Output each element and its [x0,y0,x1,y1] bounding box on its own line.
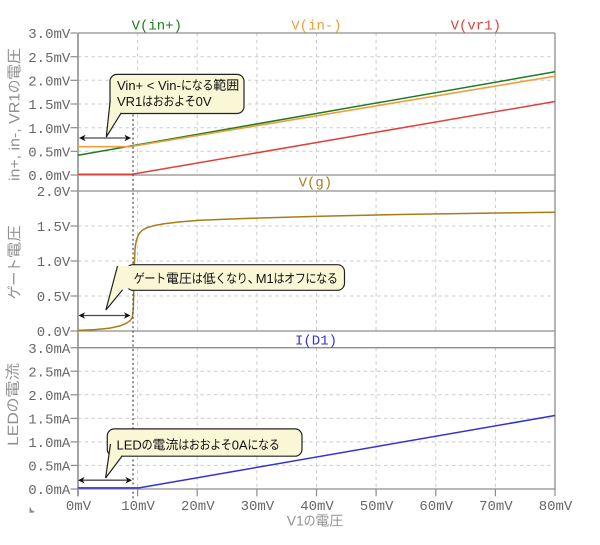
svg-text:2.0mV: 2.0mV [28,74,71,90]
svg-text:0.5V: 0.5V [37,290,71,306]
svg-text:3.0mA: 3.0mA [28,342,71,358]
svg-text:50mV: 50mV [360,499,394,515]
svg-text:2.0V: 2.0V [37,185,71,201]
svg-text:40mV: 40mV [300,499,334,515]
svg-text:20mV: 20mV [181,499,215,515]
svg-text:10mV: 10mV [121,499,155,515]
svg-text:0.0mA: 0.0mA [28,483,71,499]
svg-text:1.0mV: 1.0mV [28,122,71,138]
svg-text:V(vr1): V(vr1) [451,18,501,34]
svg-text:2.0mA: 2.0mA [28,389,71,405]
svg-text:V(in-): V(in-) [291,18,341,34]
svg-text:80mV: 80mV [539,499,573,515]
svg-text:1.5V: 1.5V [37,220,71,236]
svg-text:3.0mV: 3.0mV [28,27,71,43]
svg-text:30mV: 30mV [241,499,275,515]
svg-text:M1: M1 [256,271,274,286]
svg-text:2.5mA: 2.5mA [28,365,71,381]
svg-text:LED: LED [117,437,142,452]
svg-text:0.0mV: 0.0mV [28,169,71,185]
svg-text:60mV: 60mV [419,499,453,515]
svg-text:1.5mA: 1.5mA [28,413,71,429]
svg-text:Vin+ < Vin-: Vin+ < Vin- [117,78,181,93]
svg-text:V(g): V(g) [299,176,333,192]
svg-text:0V: 0V [196,94,212,109]
svg-text:2.5mV: 2.5mV [28,51,71,67]
svg-text:0.5mA: 0.5mA [28,460,71,476]
svg-text:V(in+): V(in+) [132,18,182,34]
svg-text:0.5mV: 0.5mV [28,145,71,161]
svg-text:VR1: VR1 [117,94,142,109]
svg-text:70mV: 70mV [479,499,513,515]
svg-text:0A: 0A [232,437,248,452]
svg-text:0mV: 0mV [66,499,92,515]
svg-text:I(D1): I(D1) [295,333,337,349]
svg-text:0.0V: 0.0V [37,325,71,341]
svg-text:1.5mV: 1.5mV [28,98,71,114]
svg-text:1.0V: 1.0V [37,255,71,271]
svg-text:1.0mA: 1.0mA [28,436,71,452]
